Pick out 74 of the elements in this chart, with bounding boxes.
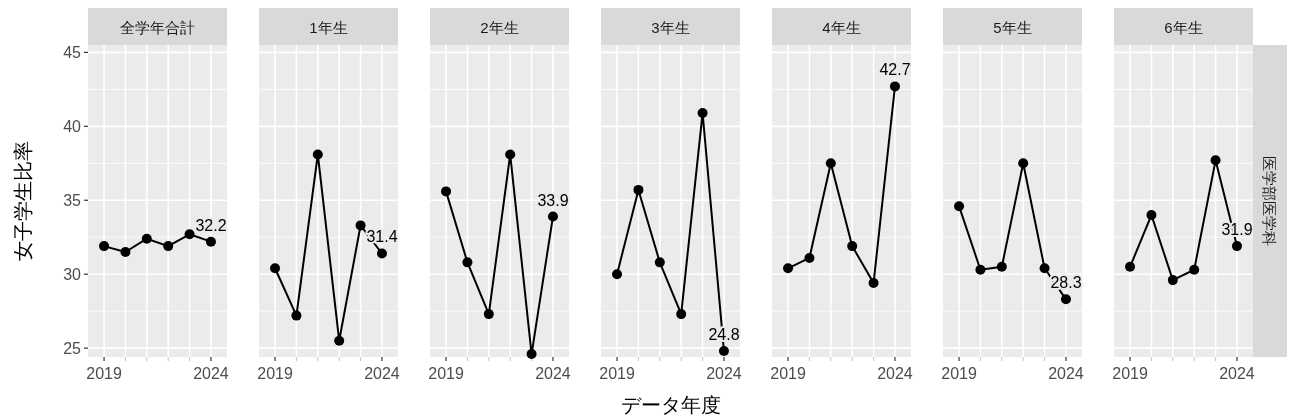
point	[376, 248, 387, 259]
point	[270, 263, 281, 274]
point	[1018, 158, 1029, 169]
point	[697, 108, 708, 119]
point	[505, 149, 516, 160]
point	[141, 233, 152, 244]
point	[612, 269, 623, 280]
point	[184, 229, 195, 240]
x-tick-label: 2024	[364, 365, 400, 382]
point	[163, 241, 174, 252]
y-tick-label: 40	[63, 118, 82, 136]
point	[120, 247, 131, 258]
chart-title: 6年生	[1164, 19, 1203, 36]
point	[205, 236, 216, 247]
point	[1231, 241, 1242, 252]
point	[547, 211, 558, 222]
chart-title: 5年生	[993, 19, 1032, 36]
point	[654, 257, 665, 268]
chart-title: 1年生	[309, 19, 348, 36]
point	[462, 257, 473, 268]
point	[676, 309, 687, 320]
x-tick-label: 2019	[428, 365, 464, 382]
chart-title: 全学年合計	[120, 19, 195, 36]
x-tick-label: 2019	[1112, 365, 1148, 382]
x-axis-title: データ年度	[620, 394, 721, 416]
y-tick-label: 30	[63, 266, 82, 284]
point	[291, 310, 302, 321]
point	[954, 201, 965, 212]
x-tick-label: 2024	[535, 365, 571, 382]
data-label: 32.2	[195, 216, 227, 234]
x-tick-label: 2019	[599, 365, 635, 382]
x-tick-label: 2024	[1048, 365, 1084, 382]
x-tick-label: 2019	[86, 365, 122, 382]
x-tick-label: 2019	[941, 365, 977, 382]
data-label: 33.9	[537, 191, 569, 209]
x-tick-label: 2024	[877, 365, 913, 382]
point	[804, 252, 815, 263]
data-label: 42.7	[879, 61, 911, 79]
chart-title: 4年生	[822, 19, 861, 36]
point	[334, 335, 345, 346]
point	[633, 184, 644, 195]
point	[312, 149, 323, 160]
point	[868, 278, 879, 289]
x-tick-label: 2024	[706, 365, 742, 382]
point	[825, 158, 836, 169]
point	[718, 346, 729, 357]
point	[889, 81, 900, 92]
point	[975, 264, 986, 275]
y-axis-title: 女子学生比率	[12, 141, 34, 261]
x-tick-label: 2024	[193, 365, 229, 382]
chart-title: 2年生	[480, 19, 519, 36]
x-tick-label: 2019	[257, 365, 293, 382]
chart-title: 3年生	[651, 19, 690, 36]
point	[1167, 275, 1178, 286]
point	[441, 186, 452, 197]
x-tick-label: 2024	[1219, 365, 1255, 382]
y-tick-label: 25	[63, 340, 82, 358]
point	[1210, 155, 1221, 166]
text: 医学部医学科	[1261, 156, 1278, 246]
point	[99, 241, 110, 252]
x-tick-label: 2019	[770, 365, 806, 382]
point	[996, 261, 1007, 272]
point	[526, 349, 537, 360]
point	[355, 220, 366, 231]
point	[1125, 261, 1136, 272]
y-tick-label: 35	[63, 192, 82, 210]
point	[1146, 210, 1157, 221]
point	[847, 241, 858, 252]
point	[483, 309, 494, 320]
point	[1039, 263, 1050, 274]
point	[1189, 264, 1200, 275]
y-tick-label: 45	[63, 44, 82, 62]
point	[1060, 294, 1071, 305]
point	[783, 263, 794, 274]
